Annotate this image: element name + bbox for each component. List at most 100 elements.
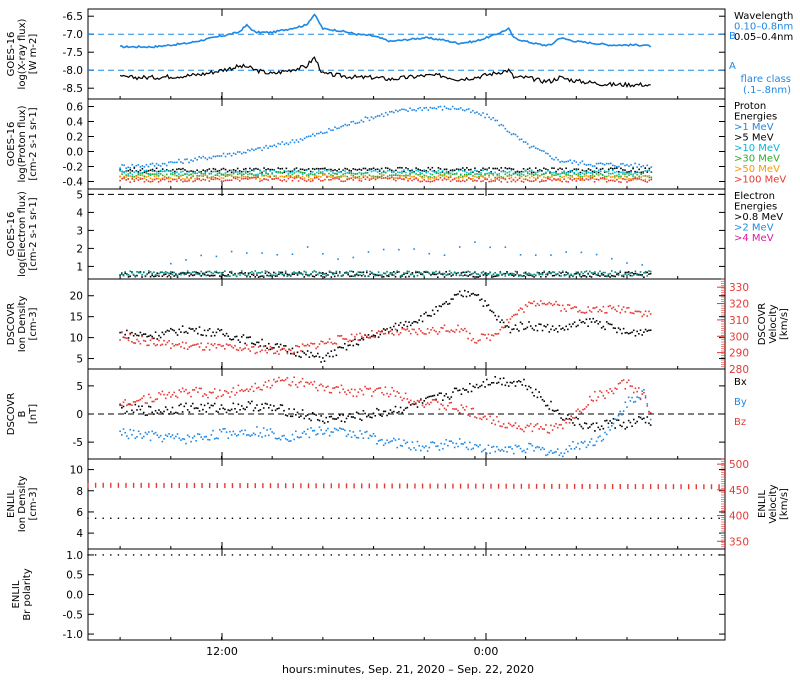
data-point — [197, 343, 199, 345]
data-point — [393, 325, 395, 328]
data-point — [536, 445, 539, 448]
data-point — [297, 176, 300, 178]
data-point — [573, 178, 576, 180]
data-point — [512, 328, 515, 330]
data-point — [571, 170, 574, 173]
data-point — [566, 483, 568, 489]
data-point — [151, 168, 154, 171]
data-point — [607, 391, 610, 394]
data-point — [262, 427, 265, 429]
data-point — [413, 403, 415, 406]
data-point — [405, 167, 407, 169]
data-point — [185, 342, 187, 344]
data-point — [575, 272, 578, 275]
data-point — [543, 428, 546, 430]
data-point — [429, 176, 432, 178]
data-point — [201, 483, 203, 489]
data-point — [263, 146, 265, 149]
data-point — [344, 429, 346, 432]
data-point — [330, 179, 332, 181]
data-point — [134, 403, 137, 406]
data-point — [135, 175, 138, 178]
data-point — [380, 174, 383, 176]
data-point — [348, 172, 351, 175]
data-point — [301, 173, 304, 176]
data-point — [595, 167, 598, 170]
data-point — [457, 169, 460, 172]
data-point — [484, 448, 486, 450]
data-point — [532, 145, 535, 148]
data-point — [453, 446, 456, 449]
data-point — [480, 169, 482, 171]
data-point — [330, 554, 333, 556]
legend-entry: >0.8 MeV — [734, 212, 783, 223]
data-point — [462, 329, 464, 332]
data-point — [238, 151, 241, 153]
data-point — [311, 429, 314, 432]
data-point — [232, 387, 235, 389]
data-point — [530, 145, 533, 148]
data-point — [646, 271, 649, 274]
data-point — [406, 554, 409, 556]
data-point — [387, 412, 390, 415]
data-point — [186, 434, 189, 436]
data-point — [125, 176, 127, 178]
data-point — [328, 270, 331, 273]
data-point — [257, 409, 260, 412]
data-point — [240, 170, 243, 173]
data-point — [575, 410, 578, 412]
data-point — [443, 254, 446, 256]
data-point — [374, 435, 377, 437]
data-point — [405, 175, 407, 178]
data-point — [134, 437, 137, 440]
data-point — [254, 554, 256, 556]
data-point — [425, 311, 427, 314]
data-point — [146, 402, 148, 405]
data-point — [585, 311, 588, 314]
data-point — [157, 175, 160, 177]
data-point — [320, 179, 322, 182]
data-point — [292, 483, 294, 489]
data-point — [173, 391, 175, 394]
data-point — [352, 339, 355, 342]
data-point — [381, 391, 383, 394]
data-point — [403, 439, 405, 442]
data-point — [310, 342, 312, 345]
data-point — [200, 275, 203, 277]
data-point — [213, 388, 216, 390]
data-point — [159, 179, 162, 182]
data-point — [360, 173, 363, 176]
data-point — [224, 172, 227, 174]
data-point — [320, 429, 322, 431]
data-point — [429, 554, 431, 556]
data-point — [283, 344, 285, 347]
data-point — [171, 406, 174, 409]
data-point — [642, 171, 645, 173]
data-point — [283, 379, 285, 382]
data-point — [624, 175, 626, 178]
data-point — [141, 274, 143, 276]
data-point — [447, 171, 450, 173]
data-point — [188, 391, 191, 394]
data-point — [528, 146, 531, 149]
data-point — [207, 402, 209, 405]
data-point — [151, 173, 154, 176]
data-point — [641, 264, 644, 266]
data-point — [357, 274, 360, 277]
data-point — [139, 342, 142, 345]
data-point — [325, 386, 328, 389]
data-point — [414, 320, 417, 323]
data-point — [610, 270, 613, 272]
data-point — [267, 179, 269, 181]
data-point — [612, 167, 614, 170]
data-point — [457, 177, 460, 180]
data-point — [143, 166, 146, 168]
data-point — [274, 437, 277, 440]
data-point — [137, 171, 140, 173]
data-point — [534, 274, 537, 276]
data-point — [599, 170, 602, 173]
data-point — [279, 179, 282, 181]
data-point — [191, 328, 194, 330]
data-point — [240, 152, 243, 155]
data-point — [342, 168, 344, 171]
